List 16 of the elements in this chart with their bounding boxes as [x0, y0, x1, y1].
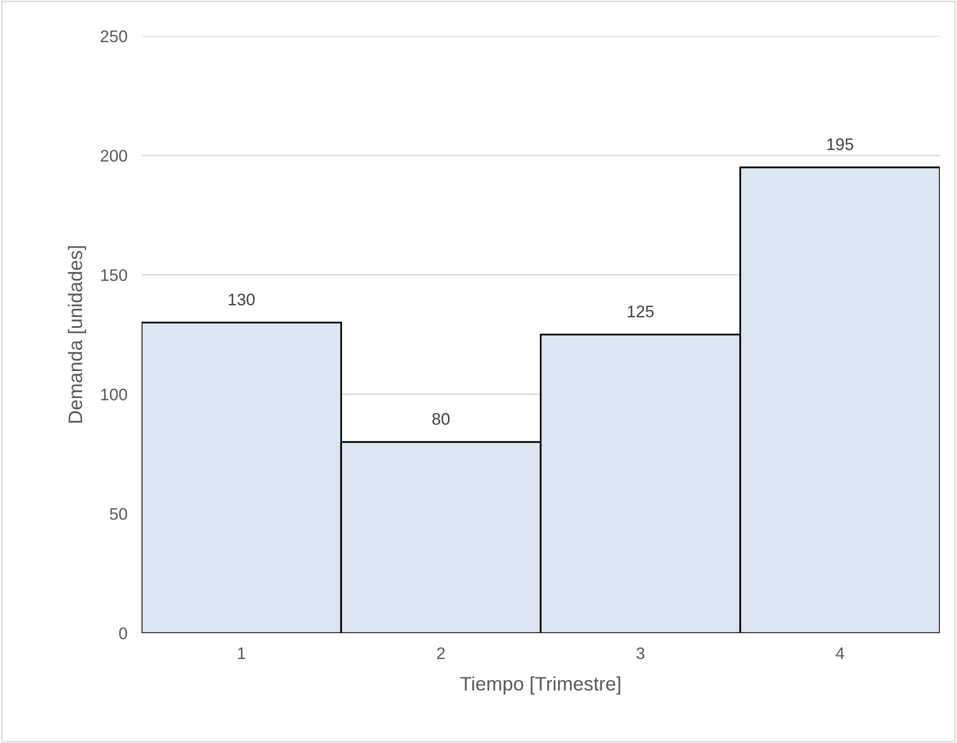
x-tick-label: 1: [238, 648, 246, 660]
y-tick-label: 0: [119, 627, 128, 640]
data-label: 130: [228, 294, 255, 306]
x-tick-label: 4: [836, 648, 844, 660]
y-tick-label: 50: [110, 508, 128, 520]
y-tick-label: 200: [100, 150, 128, 162]
data-label: 195: [827, 138, 854, 150]
y-axis-title: Demanda [unidades]: [68, 246, 86, 423]
data-label: 125: [628, 306, 654, 318]
y-tick-label: 100: [101, 388, 128, 400]
x-tick-label: 2: [437, 647, 445, 660]
data-label: 80: [432, 413, 450, 425]
x-tick-label: 3: [636, 647, 644, 660]
x-axis-title: Tiempo [Trimestre]: [460, 676, 620, 694]
y-tick-label: 250: [100, 30, 128, 42]
y-tick-label: 150: [101, 269, 128, 282]
